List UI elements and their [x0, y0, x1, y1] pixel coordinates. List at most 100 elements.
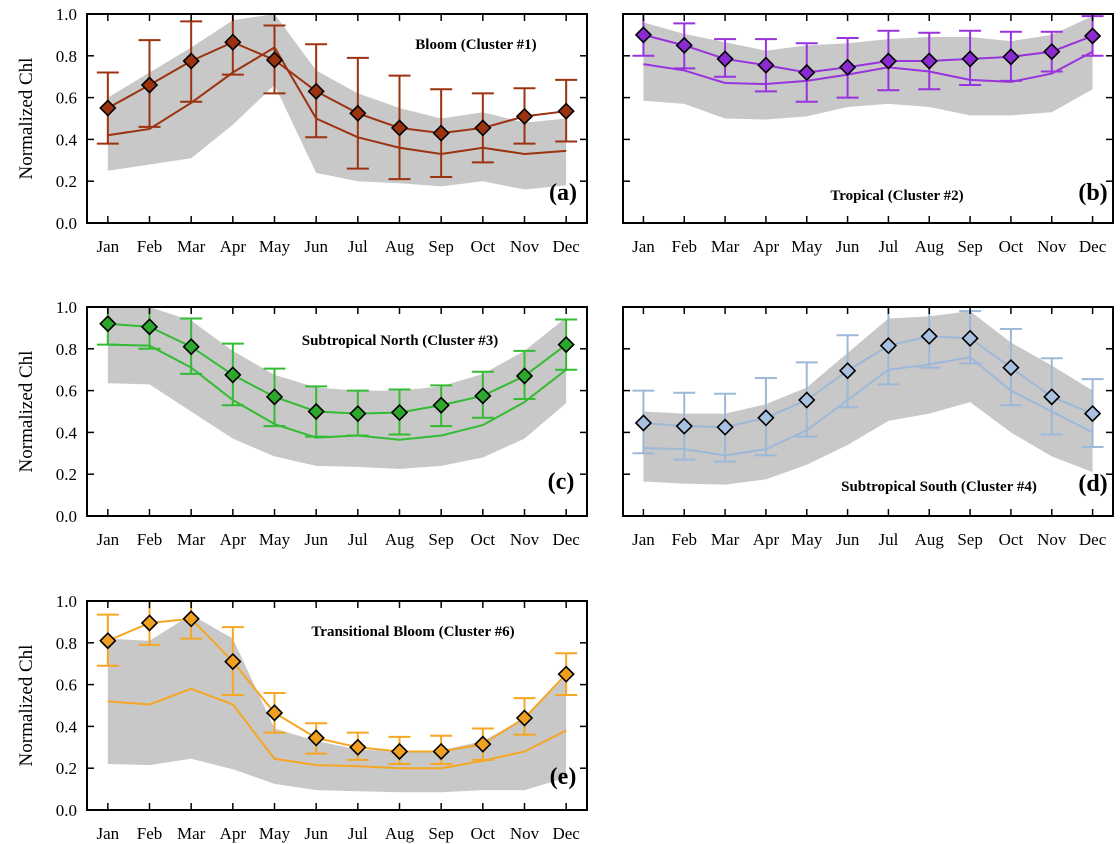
- x-tick-label: Dec: [552, 530, 580, 549]
- y-tick-label: 0.6: [56, 382, 77, 401]
- panel-5: 0.0 0.2 0.4 0.6 0.8 1.0 Jan Feb Mar Apr May Jun Jul A…: [16, 592, 588, 843]
- data-point: [224, 652, 242, 671]
- data-point: [1083, 404, 1102, 423]
- y-tick-label: 0.0: [56, 507, 77, 526]
- x-tick-label: Sep: [428, 530, 454, 549]
- x-tick-label: Nov: [510, 824, 540, 843]
- x-tick-label: Oct: [999, 530, 1024, 549]
- data-point: [265, 388, 284, 406]
- plot-frame: [86, 600, 588, 811]
- y-tick-label: 0.8: [56, 340, 77, 359]
- x-tick-label: Jul: [878, 530, 898, 549]
- y-tick-label: 1.0: [56, 5, 77, 24]
- y-tick-label: 0.4: [56, 423, 78, 442]
- data-point: [140, 614, 159, 632]
- x-tick-label: Jun: [304, 237, 328, 256]
- plot-frame: [86, 306, 588, 517]
- x-tick-label: Jun: [304, 530, 328, 549]
- data-point: [716, 418, 734, 436]
- x-tick-label: Feb: [672, 237, 698, 256]
- data-point: [515, 367, 534, 385]
- x-tick-label: Oct: [471, 824, 496, 843]
- x-tick-label: Jan: [96, 824, 119, 843]
- x-tick-label: May: [259, 530, 291, 549]
- data-point: [99, 315, 117, 333]
- data-point: [432, 124, 450, 142]
- data-point: [99, 99, 117, 117]
- panel-letter: (a): [549, 180, 577, 206]
- panel-2: Jan Feb Mar Apr May Jun Jul Aug Sep Oct Nov Dec Trop…: [622, 13, 1114, 256]
- mean-line: [107, 343, 567, 441]
- y-tick-label: 0.6: [56, 676, 77, 695]
- data-point: [349, 104, 367, 122]
- data-point: [557, 102, 575, 120]
- data-point: [390, 742, 409, 761]
- data-point: [474, 735, 492, 753]
- x-tick-label: Jun: [304, 824, 328, 843]
- plot-frame: [622, 306, 1114, 517]
- data-point: [757, 409, 775, 427]
- x-tick-label: Mar: [177, 824, 206, 843]
- data-point: [675, 417, 693, 435]
- y-tick-label: 0.2: [56, 759, 77, 778]
- x-tick-label: Sep: [428, 824, 454, 843]
- panel-letter: (c): [548, 469, 575, 495]
- data-point: [557, 335, 575, 354]
- data-point: [265, 704, 284, 722]
- data-point: [390, 119, 409, 137]
- plot-area: [632, 307, 1104, 485]
- data-point: [1002, 358, 1020, 377]
- data-point: [798, 63, 816, 82]
- x-tick-label: Feb: [137, 530, 163, 549]
- x-tick-label: Apr: [753, 530, 780, 549]
- mean-line: [643, 356, 1094, 457]
- cluster-label: Subtropical South (Cluster #4): [841, 479, 1037, 495]
- data-point: [307, 402, 325, 421]
- panel-3: 0.0 0.2 0.4 0.6 0.8 1.0 Jan Feb Mar Apr May Jun Jul A…: [16, 298, 588, 549]
- data-point: [1043, 42, 1061, 61]
- data-point: [224, 366, 242, 384]
- data-point: [798, 391, 816, 409]
- data-point: [1043, 388, 1061, 406]
- data-point: [349, 738, 367, 756]
- range-band: [643, 16, 1093, 120]
- data-point: [390, 403, 409, 422]
- x-tick-label: Jun: [836, 530, 860, 549]
- x-tick-label: May: [791, 530, 823, 549]
- cluster-label: Transitional Bloom (Cluster #6): [311, 624, 514, 640]
- x-tick-label: Aug: [915, 530, 945, 549]
- data-point: [879, 52, 898, 70]
- data-point: [515, 709, 534, 727]
- x-tick-label: Oct: [471, 237, 496, 256]
- plot-frame: [622, 13, 1114, 224]
- y-tick-label: 0.2: [56, 172, 77, 191]
- panel-letter: (d): [1078, 471, 1107, 497]
- x-tick-label: Jan: [632, 530, 655, 549]
- plot-area: [632, 14, 1104, 120]
- x-tick-label: Sep: [957, 530, 983, 549]
- x-tick-label: Nov: [1037, 530, 1067, 549]
- x-tick-label: Mar: [711, 237, 740, 256]
- data-point: [140, 318, 159, 336]
- y-tick-label: 0.8: [56, 634, 77, 653]
- data-point: [716, 50, 734, 68]
- data-point: [307, 82, 325, 100]
- y-tick-label: 0.4: [56, 130, 78, 149]
- x-tick-label: Jan: [632, 237, 655, 256]
- data-point: [634, 414, 653, 432]
- x-tick-label: Feb: [137, 237, 163, 256]
- data-point: [140, 76, 159, 94]
- x-tick-label: Dec: [552, 237, 580, 256]
- data-point: [757, 56, 775, 74]
- y-tick-label: 0.4: [56, 717, 78, 736]
- panel-letter: (e): [550, 764, 577, 790]
- data-point: [557, 665, 575, 683]
- panel-4: Jan Feb Mar Apr May Jun Jul Aug Sep Oct Nov Dec Subt…: [622, 306, 1114, 549]
- x-tick-label: Jul: [878, 237, 898, 256]
- data-point: [182, 52, 200, 70]
- data-point: [224, 33, 242, 51]
- x-tick-label: Jul: [348, 237, 368, 256]
- cluster-label: Subtropical North (Cluster #3): [302, 333, 499, 349]
- y-axis-label: Normalized Chl: [16, 351, 37, 473]
